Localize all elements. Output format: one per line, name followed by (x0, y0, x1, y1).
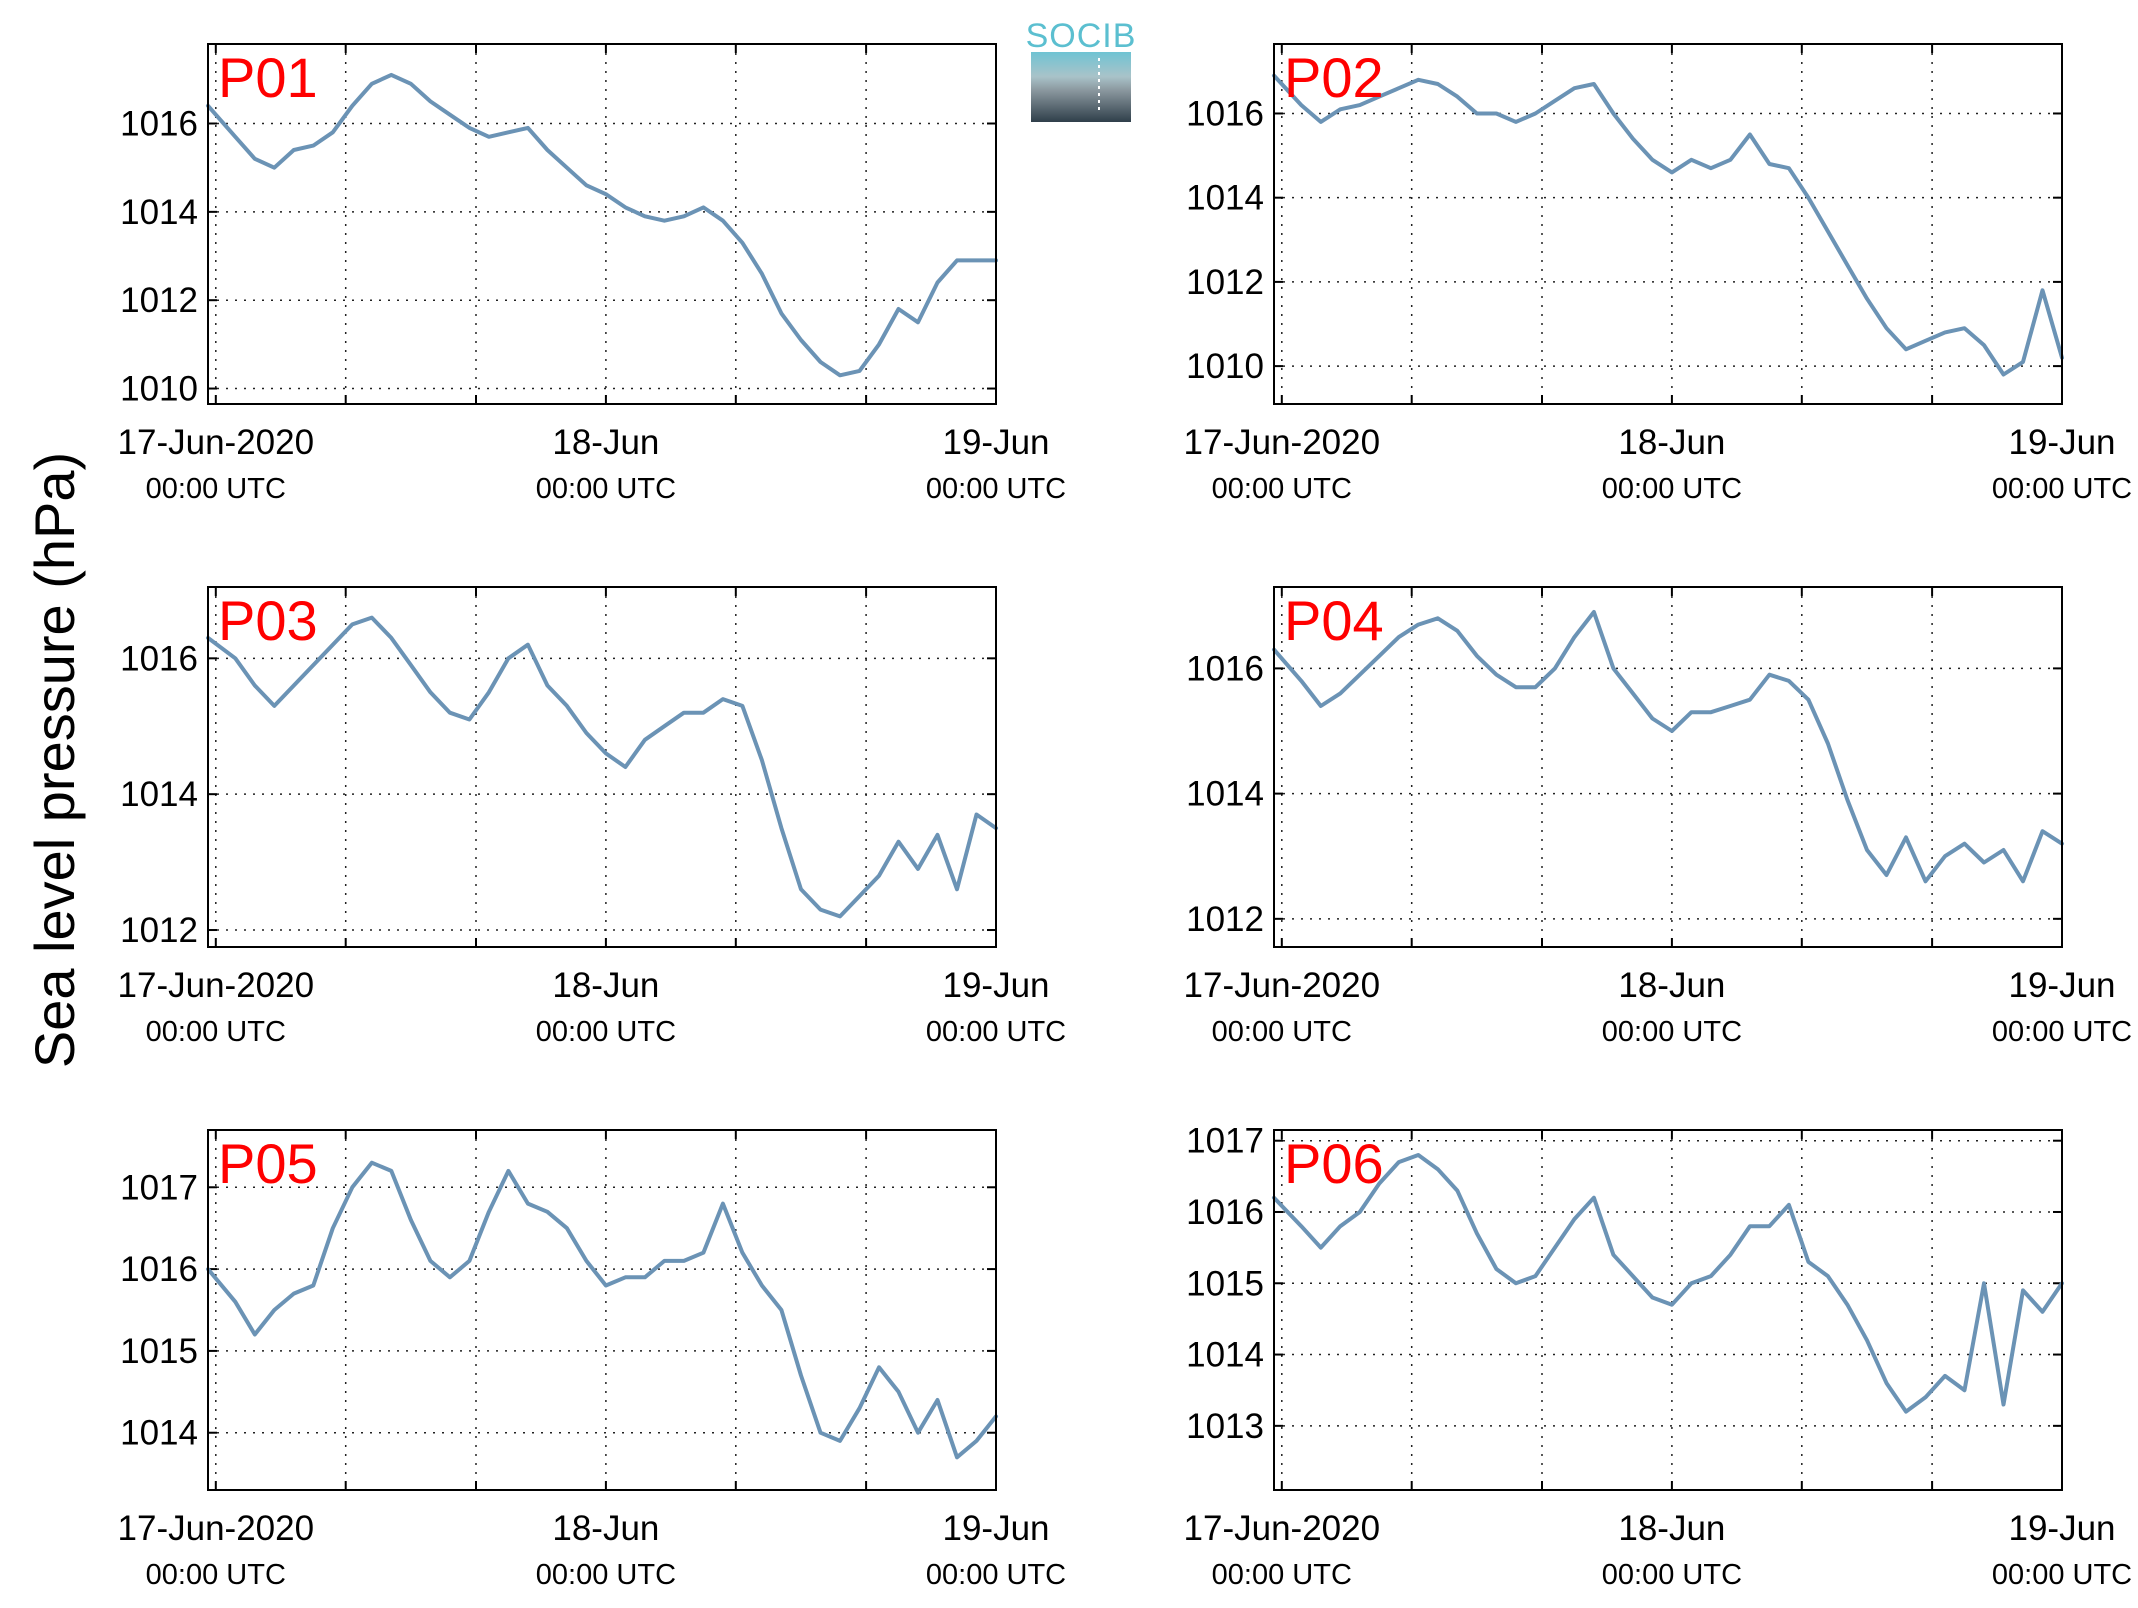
x-tick-sublabel: 00:00 UTC (1212, 1559, 1352, 1591)
x-tick-sublabel: 00:00 UTC (536, 473, 676, 505)
y-tick-label: 1010 (120, 370, 198, 409)
x-tick-label: 19-Jun (942, 1509, 1049, 1548)
y-tick-label: 1013 (1186, 1407, 1264, 1446)
x-tick-label: 17-Jun-2020 (118, 1509, 315, 1548)
series-line-p04 (1272, 610, 2064, 884)
x-tick-label: 18-Jun (552, 1509, 659, 1548)
y-tick-label: 1016 (1186, 1193, 1264, 1232)
y-tick-label: 1012 (1186, 263, 1264, 302)
x-tick-sublabel: 00:00 UTC (146, 473, 286, 505)
x-tick-sublabel: 00:00 UTC (1992, 473, 2132, 505)
socib-logo: SOCIB (1026, 17, 1137, 122)
chart-panel-p04: 1012 1014 1016 17-Jun-2020 00:00 UTC 18-Jun 00… (1184, 586, 2132, 1048)
logo-text: SOCIB (1026, 17, 1137, 55)
panel-label-p02: P02 (1284, 46, 1384, 109)
x-tick-label: 17-Jun-2020 (1184, 966, 1381, 1005)
y-tick-label: 1016 (1186, 94, 1264, 133)
y-tick-label: 1012 (1186, 900, 1264, 939)
y-tick-label: 1016 (1186, 649, 1264, 688)
panel-label-p01: P01 (218, 46, 318, 109)
panel-label-p04: P04 (1284, 589, 1384, 652)
x-tick-label: 19-Jun (2008, 1509, 2115, 1548)
panel-label-p05: P05 (218, 1132, 318, 1195)
series-line-p02 (1272, 73, 2064, 377)
x-tick-sublabel: 00:00 UTC (926, 473, 1066, 505)
x-tick-label: 17-Jun-2020 (118, 423, 315, 462)
panel-label-p03: P03 (218, 589, 318, 652)
x-tick-sublabel: 00:00 UTC (1212, 1016, 1352, 1048)
y-tick-label: 1015 (1186, 1264, 1264, 1303)
y-tick-label: 1016 (120, 1250, 198, 1289)
x-tick-sublabel: 00:00 UTC (1992, 1016, 2132, 1048)
y-tick-label: 1016 (120, 639, 198, 678)
y-tick-label: 1014 (1186, 775, 1264, 814)
x-tick-label: 18-Jun (1618, 423, 1725, 462)
x-tick-sublabel: 00:00 UTC (926, 1016, 1066, 1048)
x-tick-sublabel: 00:00 UTC (146, 1016, 286, 1048)
x-tick-label: 18-Jun (1618, 966, 1725, 1005)
chart-panel-p03: 1012 1014 1016 17-Jun-2020 00:00 UTC 18-Jun 00… (118, 586, 1066, 1048)
x-tick-sublabel: 00:00 UTC (146, 1559, 286, 1591)
y-tick-label: 1014 (120, 193, 198, 232)
series-line-p03 (206, 615, 998, 919)
x-tick-label: 19-Jun (942, 423, 1049, 462)
x-tick-label: 19-Jun (2008, 423, 2115, 462)
axes-frame (207, 586, 997, 948)
y-tick-label: 1014 (1186, 1336, 1264, 1375)
chart-panel-p05: 1014 1015 1016 1017 17-Jun-2020 00:00 UTC 18-J… (118, 1129, 1066, 1591)
x-tick-label: 17-Jun-2020 (1184, 1509, 1381, 1548)
series-line-p01 (206, 72, 998, 378)
x-tick-sublabel: 00:00 UTC (1602, 473, 1742, 505)
x-tick-sublabel: 00:00 UTC (536, 1016, 676, 1048)
axes-frame (1273, 43, 2063, 405)
x-tick-label: 17-Jun-2020 (1184, 423, 1381, 462)
x-tick-sublabel: 00:00 UTC (1212, 473, 1352, 505)
chart-panel-p02: 1010 1012 1014 1016 17-Jun-2020 00:00 UTC 18-J… (1184, 43, 2132, 505)
series-line-p05 (206, 1160, 998, 1460)
x-tick-label: 17-Jun-2020 (118, 966, 315, 1005)
axes-frame (207, 43, 997, 405)
y-tick-label: 1016 (120, 105, 198, 144)
x-tick-label: 19-Jun (942, 966, 1049, 1005)
y-tick-label: 1014 (1186, 179, 1264, 218)
y-tick-label: 1012 (120, 281, 198, 320)
y-axis-label: Sea level pressure (hPa) (23, 452, 86, 1068)
y-tick-label: 1015 (120, 1332, 198, 1371)
axes-frame (207, 1129, 997, 1491)
x-tick-sublabel: 00:00 UTC (536, 1559, 676, 1591)
x-tick-label: 19-Jun (2008, 966, 2115, 1005)
logo-graphic (1031, 52, 1131, 122)
x-tick-sublabel: 00:00 UTC (1602, 1559, 1742, 1591)
y-tick-label: 1012 (120, 911, 198, 950)
chart-panel-p06: 1013 1014 1015 1016 1017 17-Jun-2020 00:00 UTC… (1184, 1122, 2133, 1591)
x-tick-sublabel: 00:00 UTC (1602, 1016, 1742, 1048)
x-tick-sublabel: 00:00 UTC (926, 1559, 1066, 1591)
x-tick-sublabel: 00:00 UTC (1992, 1559, 2132, 1591)
chart-panel-p01: 1010 1012 1014 1016 17-Jun-2020 00:00 UTC 18-J… (118, 43, 1066, 505)
y-tick-label: 1014 (120, 1414, 198, 1453)
panel-label-p06: P06 (1284, 1132, 1384, 1195)
axes-frame (1273, 1129, 2063, 1491)
y-tick-label: 1014 (120, 775, 198, 814)
y-tick-label: 1017 (1186, 1122, 1264, 1161)
y-tick-label: 1017 (120, 1168, 198, 1207)
x-tick-label: 18-Jun (552, 423, 659, 462)
series-line-p06 (1272, 1153, 2064, 1414)
axes-frame (1273, 586, 2063, 948)
x-tick-label: 18-Jun (552, 966, 659, 1005)
y-tick-label: 1010 (1186, 347, 1264, 386)
x-tick-label: 18-Jun (1618, 1509, 1725, 1548)
